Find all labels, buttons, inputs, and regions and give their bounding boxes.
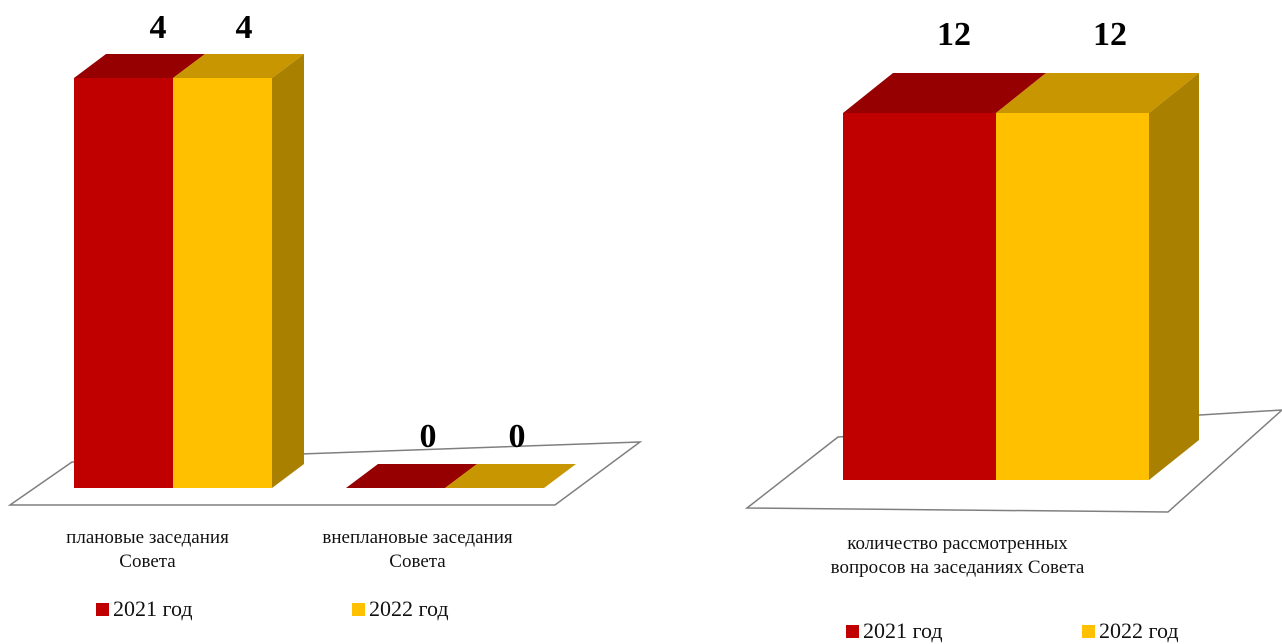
bar-c0-cat1-s0-value-label: 0	[420, 418, 437, 455]
bar-c0-cat1-s0-top	[346, 464, 477, 488]
legend-swatch-2022	[1082, 624, 1095, 638]
bar-c0-cat0-s0-value-label: 4	[150, 9, 167, 46]
legend-label-2021: 2021 год	[113, 596, 193, 621]
right-legend-2022: 2022 год	[1082, 618, 1179, 644]
bar-c0-cat0-s1-value-label: 4	[236, 9, 253, 46]
left-category-label-2: внеплановые заседания Совета	[295, 526, 540, 574]
left-category-label-1-line1: плановые заседания	[66, 527, 229, 548]
bar-c0-cat0-s1-front	[173, 78, 272, 488]
left-chart-bars: 4 4 0 0	[74, 9, 576, 488]
bar-c0-cat0-s0-front	[74, 78, 173, 488]
legend-label-2022: 2022 год	[369, 596, 449, 621]
right-category-label-line1: количество рассмотренных	[847, 533, 1068, 554]
bar-c1-cat0-s0-value-label: 12	[937, 16, 971, 53]
bar-c0-cat1-s1-value-label: 0	[509, 418, 526, 455]
left-category-label-2-line1: внеплановые заседания	[322, 527, 513, 548]
legend-swatch-2021	[96, 602, 109, 616]
legend-label-2022: 2022 год	[1099, 618, 1179, 643]
bar-c1-cat0-s1-value-label: 12	[1093, 16, 1127, 53]
bar-c1-cat0-s0-front	[843, 113, 996, 480]
bar-c0-cat0-s1-top	[173, 54, 304, 78]
left-chart-floor	[7, 441, 643, 506]
bar-c0-cat1-s1-top	[445, 464, 576, 488]
left-category-label-1-line2: Совета	[119, 551, 176, 572]
bar-c1-cat0-s1-side	[1149, 73, 1199, 480]
bar-c1-cat0-s1-front	[996, 113, 1149, 480]
bar-c1-cat0-s1-top	[996, 73, 1199, 113]
right-chart-bars: 12 12	[843, 16, 1199, 480]
left-legend-2022: 2022 год	[352, 596, 449, 622]
right-category-label-line2: вопросов на заседаниях Совета	[830, 557, 1085, 578]
left-category-label-1: плановые заседания Совета	[40, 526, 255, 574]
right-legend-2021: 2021 год	[846, 618, 943, 644]
left-legend-2021: 2021 год	[96, 596, 193, 622]
legend-swatch-2021	[846, 624, 859, 638]
right-category-label: количество рассмотренных вопросов на зас…	[780, 532, 1135, 580]
bar-c0-cat0-s0-top	[74, 54, 205, 78]
legend-swatch-2022	[352, 602, 365, 616]
left-category-label-2-line2: Совета	[389, 551, 446, 572]
bar-c0-cat0-s1-side	[272, 54, 304, 488]
bar-c1-cat0-s0-top	[843, 73, 1046, 113]
legend-label-2021: 2021 год	[863, 618, 943, 643]
